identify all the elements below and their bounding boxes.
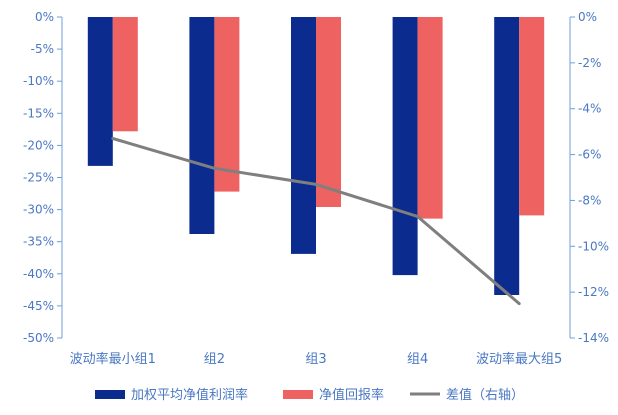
x-tick-label: 波动率最小组1 [70,351,156,367]
bar-nav-return-3 [316,17,341,207]
legend-label-weighted-avg-profit-margin: 加权平均净值利润率 [131,387,248,403]
left-tick-label: 0% [35,10,54,24]
x-tick-label: 组3 [305,352,326,367]
line-point-difference-4 [416,215,420,218]
left-tick-label: -5% [31,42,54,56]
x-tick-label: 组4 [407,352,428,367]
left-tick-label: -30% [23,203,54,217]
legend-swatch-nav-return [283,390,313,399]
bar-nav-return-4 [417,17,443,219]
right-tick-label: 0% [578,10,597,24]
bar-weighted-avg-profit-margin-2 [189,17,215,234]
right-tick-label: -4% [578,102,601,116]
x-tick-label: 波动率最大组5 [476,351,562,367]
left-tick-label: -10% [23,74,54,88]
bar-nav-return-5 [519,17,545,216]
left-tick-label: -15% [23,106,54,120]
left-tick-label: -50% [23,331,54,345]
left-tick-label: -25% [23,171,54,185]
left-tick-label: -45% [23,299,54,313]
line-point-difference-2 [212,166,216,170]
bar-weighted-avg-profit-margin-1 [87,17,113,166]
line-point-difference-5 [517,302,521,306]
bar-weighted-avg-profit-margin-3 [291,17,316,254]
right-tick-label: -6% [578,148,601,162]
legend-label-nav-return: 净值回报率 [319,387,384,403]
bar-weighted-avg-profit-margin-5 [494,17,520,295]
right-tick-label: -10% [578,239,609,253]
left-tick-label: -40% [23,267,54,281]
left-tick-label: -20% [23,138,54,152]
legend-swatch-weighted-avg-profit-margin [95,390,125,399]
line-point-difference-1 [111,137,115,140]
line-point-difference-3 [314,182,318,186]
left-tick-label: -35% [23,235,54,249]
legend-label-difference: 差值（右轴） [446,387,524,403]
right-tick-label: -2% [578,56,601,70]
bar-nav-return-2 [214,17,240,192]
right-tick-label: -14% [578,331,609,345]
x-tick-label: 组2 [204,352,225,367]
bar-weighted-avg-profit-margin-4 [392,17,418,276]
right-tick-label: -12% [578,285,609,299]
bar-nav-return-1 [112,17,138,132]
right-tick-label: -8% [578,193,601,207]
